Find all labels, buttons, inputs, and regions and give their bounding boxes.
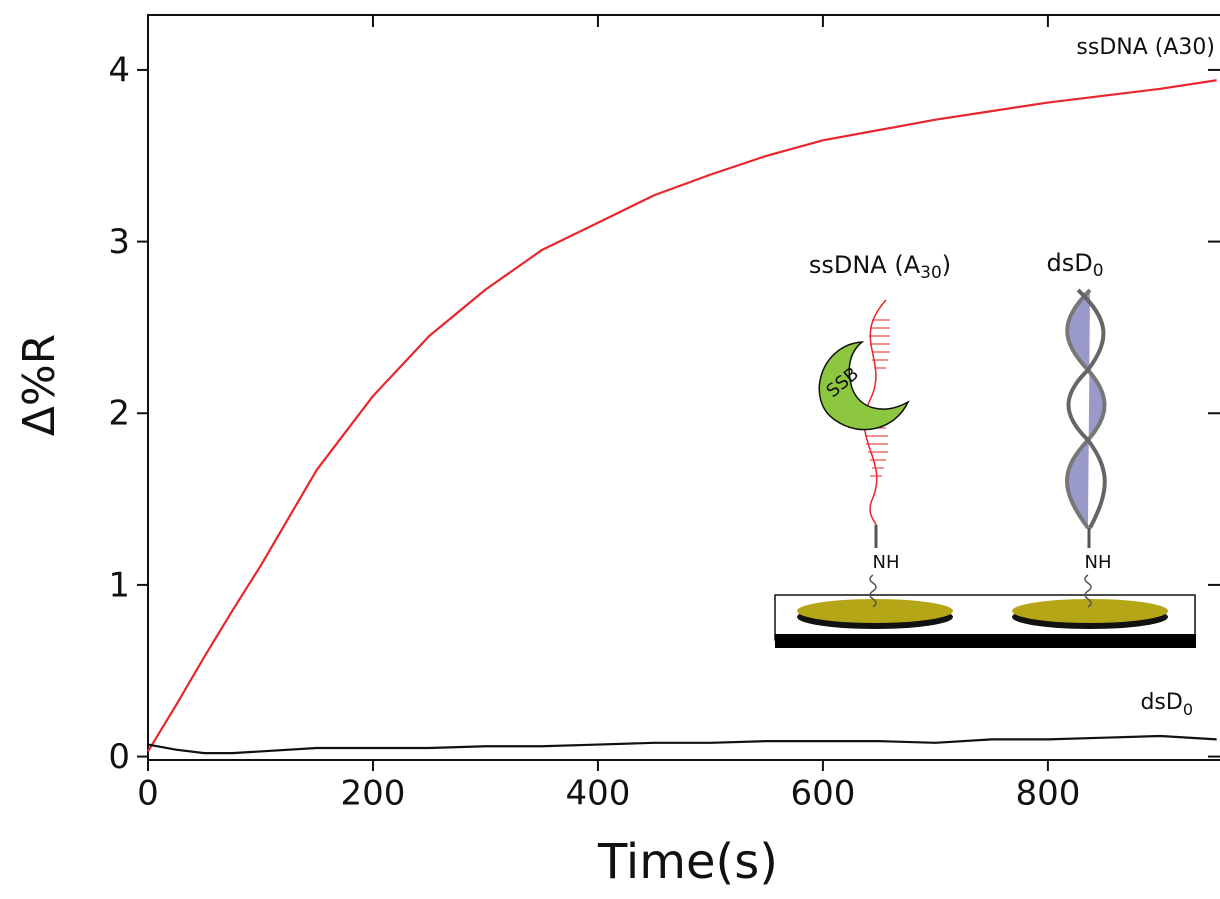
inset-label: dsD0 [1046, 249, 1103, 281]
dsdna-helix [1065, 288, 1107, 530]
y-tick-label: 4 [108, 50, 130, 90]
y-tick-label: 1 [108, 565, 130, 605]
data-line [147, 734, 1217, 755]
series-label: dsD0 [1140, 690, 1193, 719]
inset-diagram: NH NH SSB ssDNA (A30) dsD0 [774, 249, 1196, 648]
linker-label: NH [873, 552, 900, 573]
gold-spot [1012, 599, 1168, 623]
x-tick-label: 400 [565, 774, 630, 814]
substrate-base [775, 634, 1196, 648]
linker-label: NH [1085, 552, 1112, 573]
data-line [147, 79, 1217, 752]
y-axis-title: Δ%R [14, 334, 65, 436]
x-tick-label: 200 [341, 774, 406, 814]
inset-label: ssDNA (A30) [809, 251, 951, 283]
x-tick-label: 600 [790, 774, 855, 814]
y-tick-label: 0 [108, 737, 130, 777]
x-axis-title: Time(s) [597, 834, 778, 890]
y-tick-label: 3 [108, 222, 130, 262]
ssb-protein [818, 341, 910, 431]
gold-spot [797, 599, 953, 623]
linker [869, 574, 877, 608]
axis-frame [147, 14, 1220, 761]
ssdna-bases [865, 319, 890, 477]
x-tick-label: 0 [137, 774, 159, 814]
series-label: ssDNA (A30) [1076, 35, 1215, 60]
ssdna-strand [863, 299, 887, 526]
linker [1084, 574, 1092, 608]
y-tick-label: 2 [108, 394, 130, 434]
x-tick-label: 800 [1015, 774, 1080, 814]
